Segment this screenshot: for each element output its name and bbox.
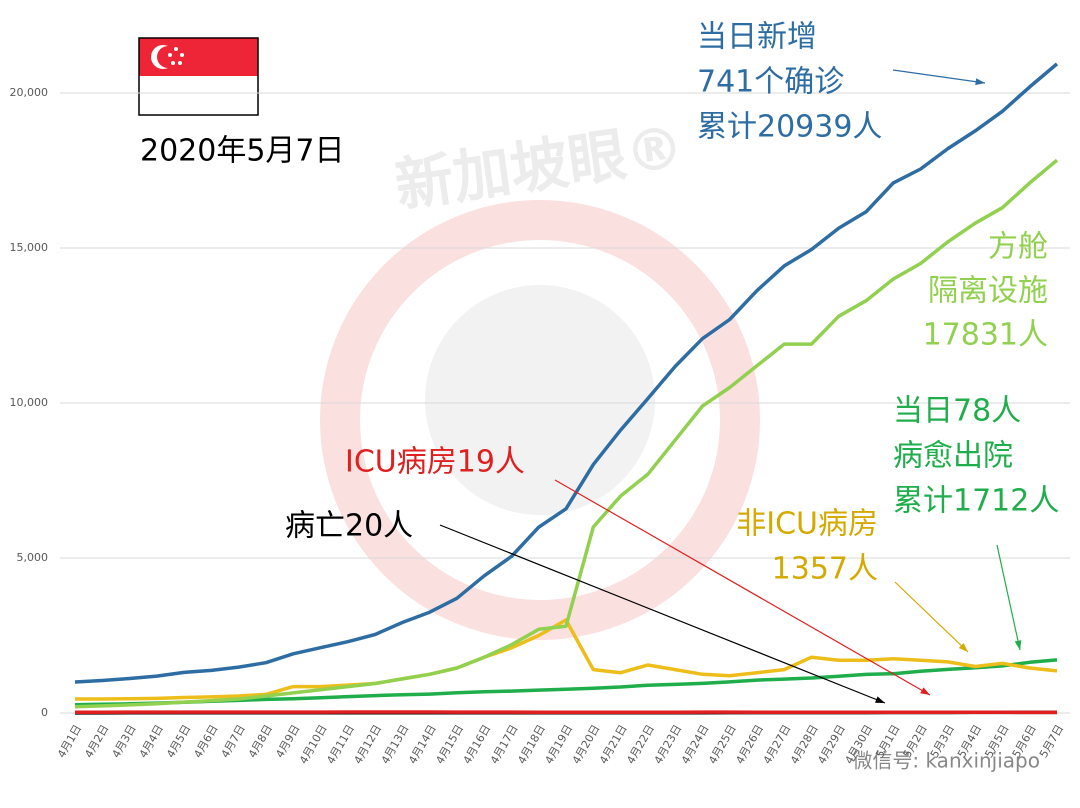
arrow-head bbox=[1014, 640, 1022, 650]
arrow bbox=[996, 544, 1021, 651]
annotation: 累计1712人 bbox=[893, 484, 1059, 519]
arrow-head bbox=[958, 643, 968, 652]
y-tick-label: 20,000 bbox=[10, 86, 49, 99]
series-line bbox=[74, 62, 1059, 684]
annotation: 累计20939人 bbox=[697, 110, 882, 145]
y-tick-label: 5,000 bbox=[17, 551, 49, 564]
flag bbox=[138, 37, 259, 116]
annotation: 当日新增 bbox=[697, 20, 817, 55]
watermark-ring bbox=[320, 200, 760, 640]
annotation: 隔离设施 bbox=[928, 274, 1048, 309]
series-line bbox=[74, 158, 1059, 709]
x-tick-label: 5月7日 bbox=[1037, 723, 1066, 761]
annotation: 方舱 bbox=[988, 230, 1048, 265]
annotation: 非ICU病房 bbox=[736, 507, 878, 542]
annotation: 病亡20人 bbox=[285, 509, 413, 544]
arrow bbox=[894, 581, 969, 653]
x-tick-label: 4月8日 bbox=[246, 723, 275, 761]
annotation: ICU病房19人 bbox=[345, 445, 525, 480]
x-tick-label: 4月1日 bbox=[55, 723, 84, 761]
y-tick-label: 10,000 bbox=[10, 396, 49, 409]
x-tick-label: 4月5日 bbox=[164, 723, 193, 761]
x-tick-label: 4月7日 bbox=[219, 723, 248, 761]
arrow-head bbox=[875, 696, 885, 703]
annotation: 17831人 bbox=[923, 318, 1048, 353]
arrow-head bbox=[920, 687, 930, 695]
x-tick-label: 4月2日 bbox=[82, 723, 111, 761]
arrow-head bbox=[975, 78, 985, 86]
annotation: 741个确诊 bbox=[697, 65, 844, 100]
arrow bbox=[892, 69, 986, 84]
x-tick-label: 4月9日 bbox=[273, 723, 302, 761]
x-tick-label: 4月6日 bbox=[191, 723, 220, 761]
x-tick-label: 4月4日 bbox=[137, 723, 166, 761]
annotation: 当日78人 bbox=[893, 394, 1021, 429]
annotation: 病愈出院 bbox=[893, 439, 1013, 474]
y-tick-label: 15,000 bbox=[10, 241, 49, 254]
arrow bbox=[554, 479, 931, 696]
wechat-id: 微信号: kanxinjiapo bbox=[852, 749, 1040, 773]
watermark-disc bbox=[425, 285, 655, 515]
arrow bbox=[439, 524, 886, 704]
annotation: 1357人 bbox=[772, 552, 878, 587]
y-tick-label: 0 bbox=[41, 706, 48, 719]
date-label: 2020年5月7日 bbox=[140, 134, 345, 169]
x-tick-label: 4月3日 bbox=[109, 723, 138, 761]
